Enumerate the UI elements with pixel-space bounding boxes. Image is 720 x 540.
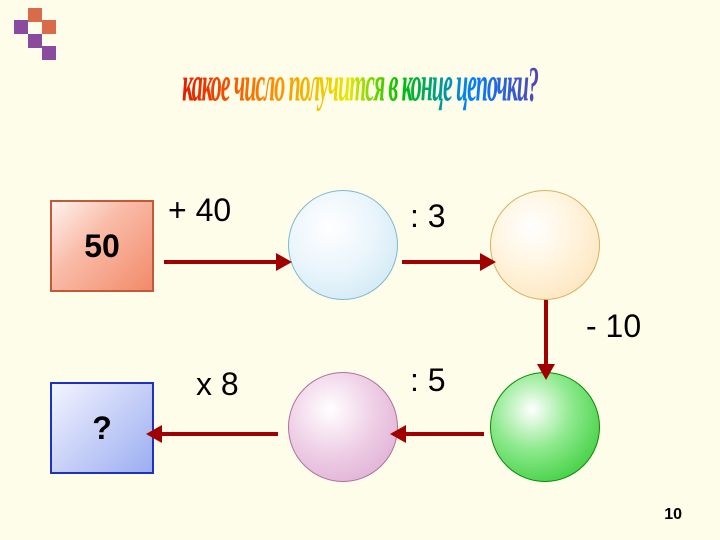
slide-title: какое число получится в конце цепочки? bbox=[162, 54, 558, 113]
step-circle-3 bbox=[490, 372, 600, 482]
op-label-5: х 8 bbox=[196, 366, 239, 403]
page-number: 10 bbox=[664, 506, 682, 524]
op-label-3: - 10 bbox=[586, 308, 641, 345]
op-label-4: : 5 bbox=[410, 362, 446, 399]
op-label-2: : 3 bbox=[410, 198, 446, 235]
end-box: ? bbox=[50, 382, 154, 474]
start-box: 50 bbox=[50, 200, 154, 292]
step-circle-4 bbox=[288, 372, 398, 482]
step-circle-2 bbox=[490, 190, 600, 300]
op-label-1: + 40 bbox=[168, 192, 231, 229]
step-circle-1 bbox=[288, 190, 398, 300]
